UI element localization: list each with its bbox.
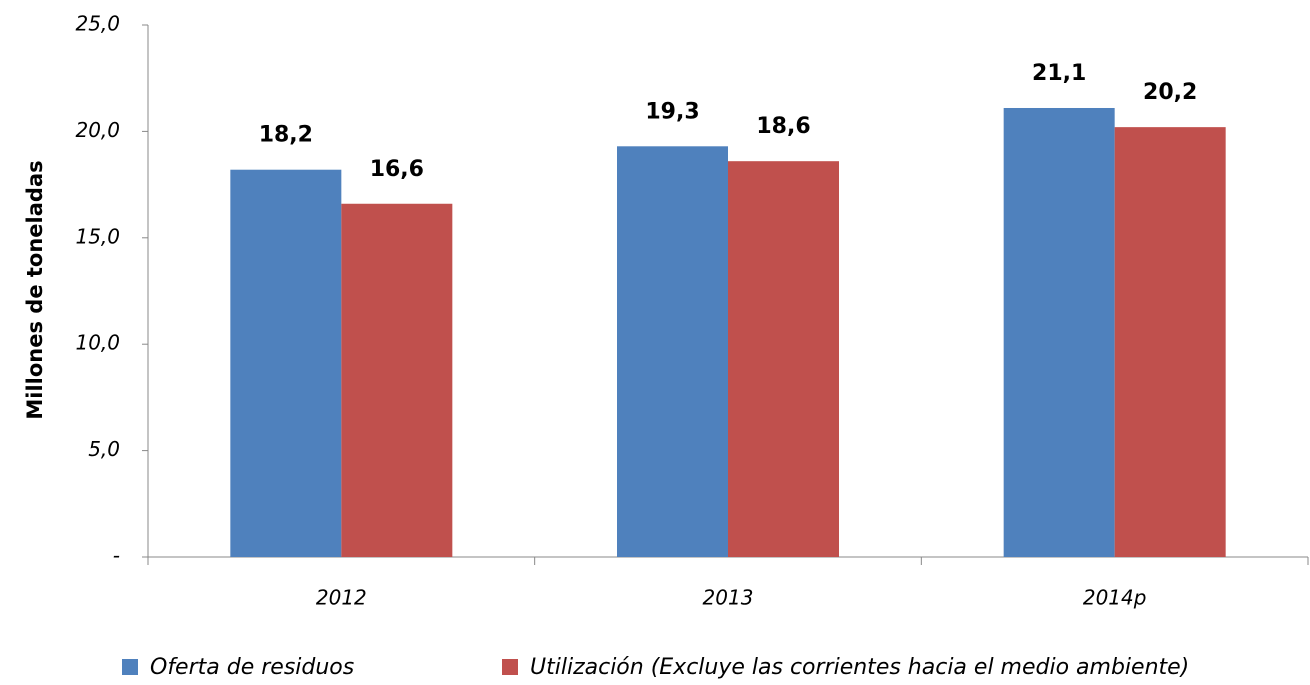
bar	[341, 203, 453, 557]
bar	[728, 161, 839, 557]
bar	[1003, 107, 1115, 557]
value-label: 16,6	[370, 157, 424, 182]
y-tick-label: 5,0	[88, 437, 120, 461]
y-axis-title: Millones de toneladas	[23, 160, 47, 419]
y-tick-label: 25,0	[75, 12, 120, 36]
x-tick-label: 2014p	[1083, 586, 1147, 610]
value-label: 19,3	[645, 99, 699, 124]
bar	[230, 169, 342, 558]
y-tick-label: 10,0	[75, 331, 120, 355]
value-label: 18,2	[259, 123, 313, 148]
x-tick-label: 2013	[703, 586, 754, 610]
y-tick-label: 15,0	[75, 224, 120, 248]
x-tick-label: 2012	[316, 586, 367, 610]
bar	[617, 146, 728, 557]
legend-swatch	[122, 659, 138, 675]
value-label: 20,2	[1143, 80, 1197, 105]
legend-label: Oferta de residuos	[150, 655, 354, 680]
bar	[1114, 127, 1226, 558]
y-tick-label: -	[113, 544, 120, 568]
value-label: 18,6	[756, 114, 810, 139]
legend-label: Utilización (Excluye las corrientes haci…	[530, 655, 1189, 680]
value-label: 21,1	[1032, 61, 1086, 86]
legend-swatch	[502, 659, 518, 675]
y-tick-label: 20,0	[75, 118, 120, 142]
